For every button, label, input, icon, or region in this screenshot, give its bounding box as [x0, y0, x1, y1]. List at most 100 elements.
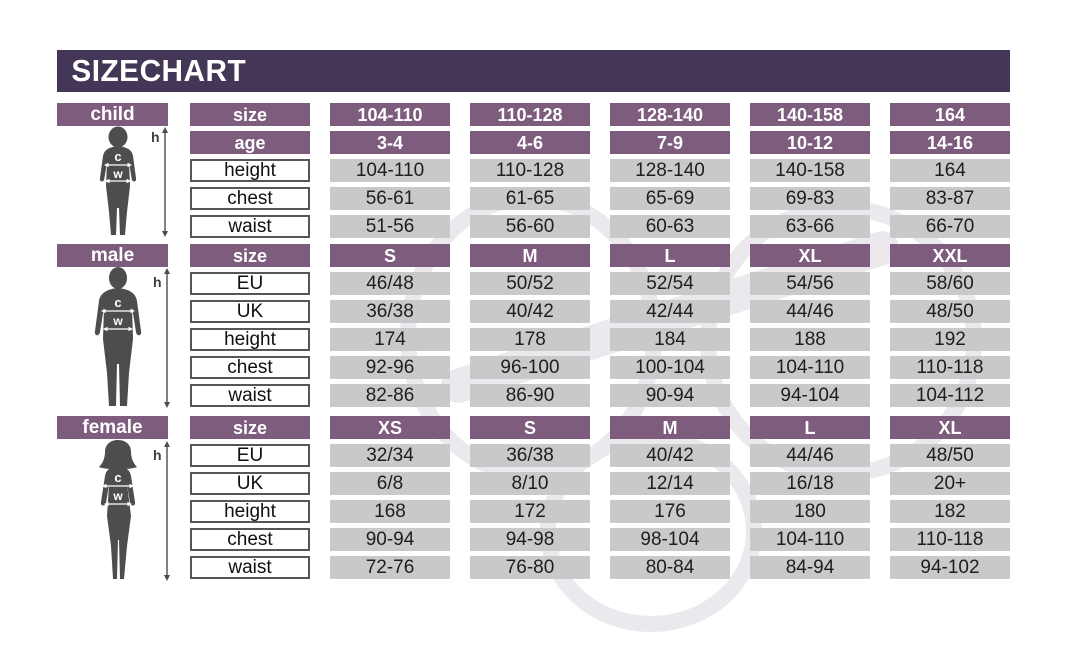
cell-female-waist-col5: 94-102: [890, 556, 1010, 579]
cell-male-eu-col1: 46/48: [330, 272, 450, 295]
table-row-male-eu: EU 46/48 50/52 52/54 54/56 58/60: [190, 272, 1010, 295]
cell-male-size-col2: M: [470, 244, 590, 267]
cell-male-height-col5: 192: [890, 328, 1010, 351]
cell-child-size-col3: 128-140: [610, 103, 730, 126]
cell-child-age-col4: 10-12: [750, 131, 870, 154]
table-row-child-size: size 104-110 110-128 128-140 140-158 164: [190, 103, 1010, 126]
row-label-child-age: age: [190, 131, 310, 154]
row-label-male-eu: EU: [190, 272, 310, 295]
cell-male-height-col1: 174: [330, 328, 450, 351]
height-annotation: h: [153, 447, 162, 463]
cell-child-age-col1: 3-4: [330, 131, 450, 154]
male-silhouette-icon: h c w: [94, 267, 170, 408]
cell-child-age-col2: 4-6: [470, 131, 590, 154]
cell-male-waist-col1: 82-86: [330, 384, 450, 407]
table-row-female-waist: waist 72-76 76-80 80-84 84-94 94-102: [190, 556, 1010, 579]
cell-child-height-col4: 140-158: [750, 159, 870, 182]
cell-child-size-col1: 104-110: [330, 103, 450, 126]
row-label-male-size: size: [190, 244, 310, 267]
cell-male-size-col5: XXL: [890, 244, 1010, 267]
cell-male-eu-col5: 58/60: [890, 272, 1010, 295]
cell-child-waist-col3: 60-63: [610, 215, 730, 238]
cell-male-uk-col1: 36/38: [330, 300, 450, 323]
chest-annotation: c: [114, 470, 121, 485]
cell-female-eu-col5: 48/50: [890, 444, 1010, 467]
row-label-female-waist: waist: [190, 556, 310, 579]
table-row-child-age: age 3-4 4-6 7-9 10-12 14-16: [190, 131, 1010, 154]
section-rows-male: size S M L XL XXL EU 46/48 50/52 52/54 54/56 58/60 U…: [190, 244, 1010, 412]
cell-male-size-col1: S: [330, 244, 450, 267]
cell-female-chest-col3: 98-104: [610, 528, 730, 551]
cell-male-uk-col5: 48/50: [890, 300, 1010, 323]
cell-female-eu-col4: 44/46: [750, 444, 870, 467]
cell-male-height-col4: 188: [750, 328, 870, 351]
cell-female-waist-col1: 72-76: [330, 556, 450, 579]
cell-male-chest-col1: 92-96: [330, 356, 450, 379]
cell-male-chest-col2: 96-100: [470, 356, 590, 379]
table-row-child-chest: chest 56-61 61-65 65-69 69-83 83-87: [190, 187, 1010, 210]
cell-male-uk-col4: 44/46: [750, 300, 870, 323]
cell-child-chest-col5: 83-87: [890, 187, 1010, 210]
table-row-male-height: height 174 178 184 188 192: [190, 328, 1010, 351]
row-label-male-waist: waist: [190, 384, 310, 407]
row-label-male-uk: UK: [190, 300, 310, 323]
section-label-female: female: [57, 416, 168, 439]
row-label-male-height: height: [190, 328, 310, 351]
cell-female-size-col1: XS: [330, 416, 450, 439]
height-annotation: h: [151, 129, 160, 145]
cell-male-eu-col2: 50/52: [470, 272, 590, 295]
cell-child-size-col5: 164: [890, 103, 1010, 126]
table-row-female-height: height 168 172 176 180 182: [190, 500, 1010, 523]
page-title: SIZE CHART: [71, 53, 247, 88]
table-row-male-chest: chest 92-96 96-100 100-104 104-110 110-118: [190, 356, 1010, 379]
cell-child-height-col5: 164: [890, 159, 1010, 182]
row-label-child-height: height: [190, 159, 310, 182]
cell-child-size-col2: 110-128: [470, 103, 590, 126]
row-label-female-chest: chest: [190, 528, 310, 551]
chest-annotation: c: [114, 149, 121, 164]
cell-male-waist-col4: 94-104: [750, 384, 870, 407]
cell-male-size-col4: XL: [750, 244, 870, 267]
cell-female-height-col1: 168: [330, 500, 450, 523]
row-label-child-size: size: [190, 103, 310, 126]
cell-female-height-col2: 172: [470, 500, 590, 523]
cell-child-height-col2: 110-128: [470, 159, 590, 182]
table-row-male-size: size S M L XL XXL: [190, 244, 1010, 267]
cell-female-uk-col4: 16/18: [750, 472, 870, 495]
section-rows-female: size XS S M L XL EU 32/34 36/38 40/42 44/46 48/50 UK…: [190, 416, 1010, 584]
cell-child-size-col4: 140-158: [750, 103, 870, 126]
cell-child-chest-col2: 61-65: [470, 187, 590, 210]
cell-child-chest-col4: 69-83: [750, 187, 870, 210]
cell-male-waist-col5: 104-112: [890, 384, 1010, 407]
cell-male-uk-col2: 40/42: [470, 300, 590, 323]
cell-child-age-col5: 14-16: [890, 131, 1010, 154]
cell-child-height-col3: 128-140: [610, 159, 730, 182]
cell-male-chest-col3: 100-104: [610, 356, 730, 379]
table-row-child-waist: waist 51-56 56-60 60-63 63-66 66-70: [190, 215, 1010, 238]
cell-female-chest-col2: 94-98: [470, 528, 590, 551]
row-label-child-chest: chest: [190, 187, 310, 210]
cell-child-waist-col4: 63-66: [750, 215, 870, 238]
row-label-female-uk: UK: [190, 472, 310, 495]
cell-female-uk-col1: 6/8: [330, 472, 450, 495]
cell-female-uk-col2: 8/10: [470, 472, 590, 495]
title-bar: SIZE CHART: [57, 50, 1010, 92]
cell-female-eu-col1: 32/34: [330, 444, 450, 467]
cell-male-waist-col2: 86-90: [470, 384, 590, 407]
table-row-child-height: height 104-110 110-128 128-140 140-158 164: [190, 159, 1010, 182]
section-rows-child: size 104-110 110-128 128-140 140-158 164 age 3-…: [190, 103, 1010, 243]
cell-male-size-col3: L: [610, 244, 730, 267]
cell-child-waist-col1: 51-56: [330, 215, 450, 238]
row-label-female-size: size: [190, 416, 310, 439]
cell-male-uk-col3: 42/44: [610, 300, 730, 323]
cell-male-eu-col4: 54/56: [750, 272, 870, 295]
cell-female-uk-col5: 20+: [890, 472, 1010, 495]
waist-annotation: w: [112, 167, 123, 181]
row-label-female-eu: EU: [190, 444, 310, 467]
row-label-female-height: height: [190, 500, 310, 523]
child-silhouette-icon: h c w: [99, 126, 168, 237]
cell-female-size-col5: XL: [890, 416, 1010, 439]
cell-female-eu-col2: 36/38: [470, 444, 590, 467]
cell-child-height-col1: 104-110: [330, 159, 450, 182]
cell-female-eu-col3: 40/42: [610, 444, 730, 467]
